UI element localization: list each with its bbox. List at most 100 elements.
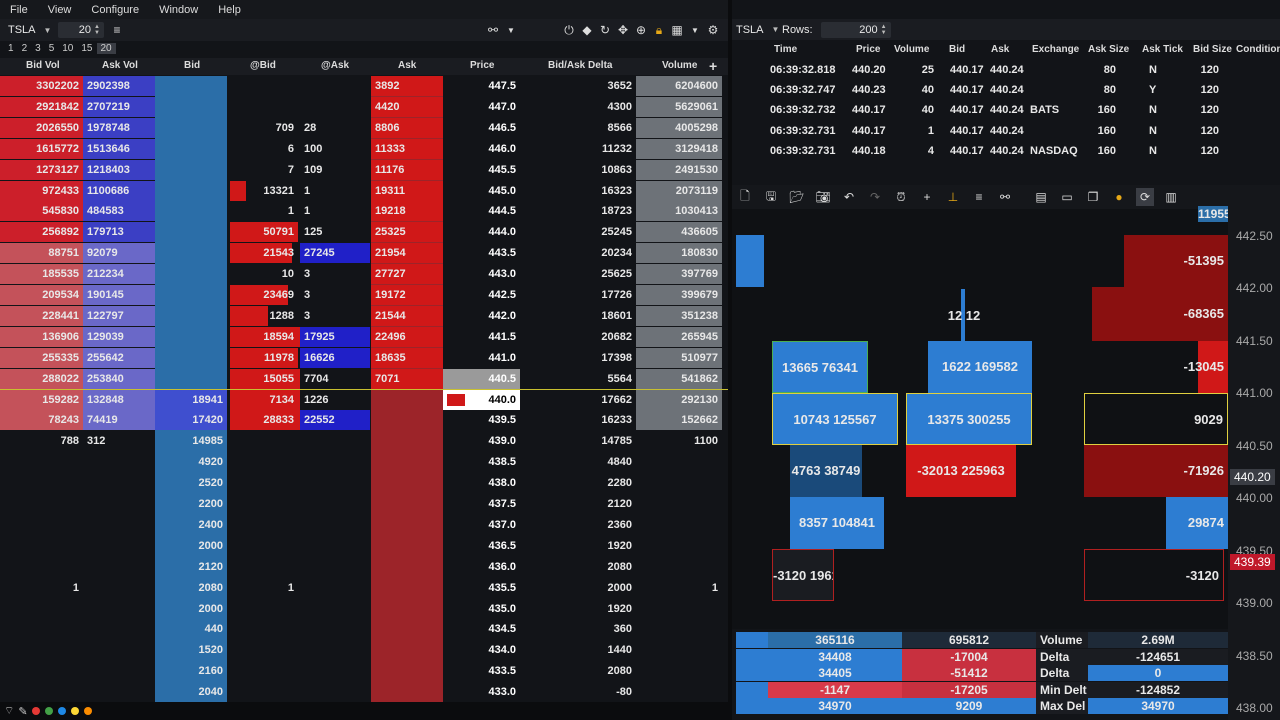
power-icon[interactable]: ⏻ [564, 22, 574, 37]
link-icon[interactable]: ⚯ [999, 190, 1011, 204]
add-column-icon[interactable]: + [709, 58, 718, 74]
ladder-row[interactable]: 185535 212234 10 3 27727 443.0 25625 397769 [0, 264, 728, 285]
status-dot-yellow[interactable] [70, 707, 79, 715]
new-file-icon[interactable]: 🗋︎ [740, 188, 750, 203]
lines-icon[interactable]: ≡ [975, 190, 983, 204]
edit-icon[interactable]: ✎ [18, 705, 28, 718]
level-tab-5[interactable]: 5 [48, 42, 55, 54]
header-bid-vol[interactable]: Bid Vol [26, 60, 60, 71]
tape-row[interactable]: 06:39:32.731 440.18 4 440.17 440.24 NASDAQ 160… [732, 141, 1280, 161]
ladder-row[interactable]: 440 434.5 360 [0, 619, 728, 640]
tape-row[interactable]: 06:39:32.731 440.17 1 440.17 440.24 160 N 120 [732, 121, 1280, 141]
tape-col-ask-tick[interactable]: Ask Tick [1142, 44, 1183, 55]
menu-configure[interactable]: Configure [91, 3, 140, 16]
color-icon[interactable]: ● [1115, 190, 1123, 204]
sync-icon[interactable]: ⟳ [1136, 188, 1154, 206]
eraser-icon[interactable]: ◆ [582, 23, 592, 37]
level-tab-1[interactable]: 1 [8, 42, 14, 54]
ladder-row[interactable]: 2040 433.0 -80 [0, 682, 728, 703]
header-at-ask[interactable]: @Ask [321, 60, 350, 71]
stepper-arrows-icon[interactable]: ▲ ▼ [880, 23, 887, 36]
footprint-chart[interactable]: 11955 12 12 13665 76341 10743 125567 476… [732, 206, 1280, 629]
ladder-row[interactable]: 136906 129039 18594 17925 22496 441.5 20682 265… [0, 326, 728, 348]
tape-row[interactable]: 06:39:32.732 440.17 40 440.17 440.24 BATS 160 N… [732, 100, 1280, 120]
status-dot-blue[interactable] [57, 707, 66, 715]
ladder-row[interactable]: 2000 436.5 1920 [0, 536, 728, 557]
tape-col-ask-size[interactable]: Ask Size [1088, 44, 1130, 55]
target-icon[interactable]: ⊕ [635, 23, 647, 37]
ladder-row[interactable]: 255335 255642 11978 16626 18635 441.0 17398 510… [0, 347, 728, 369]
ladder-row[interactable]: 2400 437.0 2360 [0, 515, 728, 536]
chevron-down-icon[interactable]: ▼ [507, 25, 515, 35]
header-price[interactable]: Price [470, 60, 495, 71]
tape-col-conditions[interactable]: Conditions [1236, 44, 1280, 55]
grid-icon[interactable]: ▦ [671, 23, 683, 37]
ladder-row[interactable]: 159282 132848 18941 7134 1226 440.0 17662 29213… [0, 389, 728, 411]
level-tab-20[interactable]: 20 [96, 42, 116, 54]
status-dot-orange[interactable] [83, 707, 92, 715]
header-ask-vol[interactable]: Ask Vol [102, 60, 138, 71]
level-tab-10[interactable]: 10 [62, 42, 74, 54]
ladder-row[interactable]: 1520 434.0 1440 [0, 640, 728, 661]
tape-col-ask[interactable]: Ask [991, 44, 1010, 55]
panel-divider[interactable] [728, 0, 732, 720]
link-icon[interactable]: ⚯ [487, 23, 499, 37]
ladder-row[interactable]: 78243 74419 17420 28833 22552 439.5 16233 15266… [0, 410, 728, 431]
tape-row[interactable]: 06:39:32.818 440.20 25 440.17 440.24 80 N 120 [732, 60, 1280, 80]
ladder-row[interactable]: 2000 435.0 1920 [0, 599, 728, 620]
ladder-row[interactable]: 545830 484583 1 1 19218 444.5 18723 1030413 [0, 201, 728, 222]
menu-view[interactable]: View [47, 3, 72, 16]
redo-icon[interactable]: ↷ [869, 190, 881, 204]
table-icon[interactable]: ▥ [1165, 190, 1177, 204]
center-icon[interactable]: ✥ [617, 23, 629, 37]
ladder-row[interactable]: 972433 1100686 13321 1 19311 445.0 16323 207311… [0, 180, 728, 202]
ladder-row[interactable]: 2120 436.0 2080 [0, 557, 728, 578]
ladder-row[interactable]: 4920 438.5 4840 [0, 452, 728, 473]
rows-stepper[interactable]: 200 ▲ ▼ [820, 21, 891, 38]
menu-lines-icon[interactable]: ≡ [113, 23, 121, 37]
tape-symbol-selector[interactable]: TSLA ▼ [732, 24, 788, 36]
gear-icon[interactable]: ⚙ [707, 23, 719, 37]
ladder-row[interactable]: 2200 437.5 2120 [0, 494, 728, 515]
ladder-row[interactable]: 1 2080 1 435.5 2000 1 [0, 578, 728, 599]
status-dot-red[interactable] [31, 707, 40, 715]
ladder-row[interactable]: 1615772 1513646 6 100 11333 446.0 11232 3129418 [0, 138, 728, 160]
price-axis[interactable]: 442.50 442.00 441.50 441.00 440.50 440.0… [1228, 209, 1280, 720]
header-volume[interactable]: Volume [662, 60, 698, 71]
menu-file[interactable]: File [10, 3, 28, 16]
ladder-row[interactable]: 2026550 1978748 709 28 8806 446.5 8566 4005298 [0, 117, 728, 139]
tape-col-bid[interactable]: Bid [949, 44, 966, 55]
tape-col-bid-size[interactable]: Bid Size [1193, 44, 1232, 55]
menu-help[interactable]: Help [218, 3, 241, 16]
ladder-row[interactable]: 2520 438.0 2280 [0, 473, 728, 494]
ladder-row[interactable]: 88751 92079 21543 27245 21954 443.5 20234 18083… [0, 243, 728, 264]
ladder-row[interactable]: 3302202 2902398 3892 447.5 3652 6204600 [0, 76, 728, 97]
tape-col-time[interactable]: Time [774, 44, 798, 55]
header-delta[interactable]: Bid/Ask Delta [548, 60, 613, 71]
ladder-row[interactable]: 288022 253840 15055 7704 7071 440.5 5564 541862 [0, 368, 728, 390]
range-icon[interactable]: ⊥ [947, 190, 959, 204]
levels-stepper[interactable]: 20 ▲ ▼ [58, 22, 104, 38]
camera-icon[interactable]: 📷︎ [815, 190, 831, 204]
status-dot-green[interactable] [44, 707, 53, 715]
ladder-row[interactable]: 228441 122797 1288 3 21544 442.0 18601 351238 [0, 305, 728, 327]
tape-col-exchange[interactable]: Exchange [1032, 44, 1080, 55]
save-icon[interactable]: 🖫︎ [765, 188, 777, 203]
ladder-row[interactable]: 209534 190145 23469 3 19172 442.5 17726 399679 [0, 285, 728, 306]
ladder-row[interactable]: 788 312 14985 439.0 14785 1100 [0, 431, 728, 452]
ladder-row[interactable]: 1273127 1218403 7 109 11176 445.5 10863 2491530 [0, 159, 728, 181]
ladder-row[interactable]: 2921842 2707219 4420 447.0 4300 5629061 [0, 96, 728, 118]
stack-icon[interactable]: ❐ [1087, 190, 1099, 204]
lock-icon[interactable]: 🔒︎ [655, 22, 663, 37]
undo-icon[interactable]: ↶ [843, 190, 855, 204]
tape-col-volume[interactable]: Volume [894, 44, 930, 55]
stepper-arrows-icon[interactable]: ▲ ▼ [94, 24, 100, 36]
level-tab-2[interactable]: 2 [21, 42, 28, 54]
header-bid[interactable]: Bid [184, 60, 201, 71]
tape-col-price[interactable]: Price [856, 44, 881, 55]
ladder-row[interactable]: 256892 179713 50791 125 25325 444.0 25245 43660… [0, 222, 728, 243]
header-ask[interactable]: Ask [398, 60, 417, 71]
refresh-icon[interactable]: ↻ [599, 23, 611, 37]
tape-row[interactable]: 06:39:32.747 440.23 40 440.17 440.24 80 Y 120 [732, 80, 1280, 100]
ladder-row[interactable]: 2160 433.5 2080 [0, 661, 728, 682]
